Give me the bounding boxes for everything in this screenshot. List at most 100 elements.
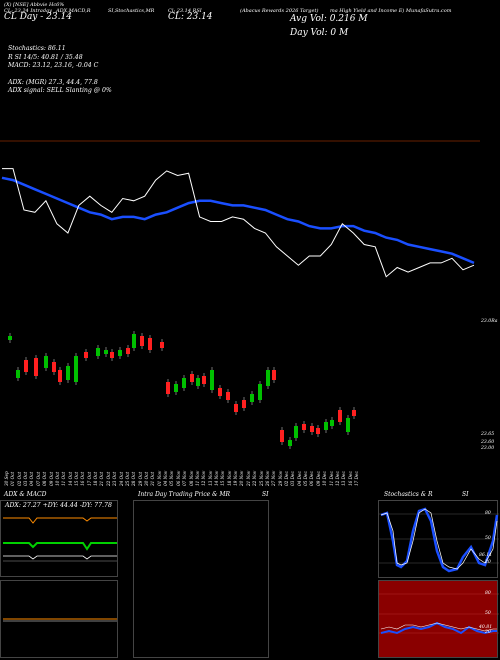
candle-body	[34, 358, 38, 376]
intraday-panel	[133, 500, 269, 658]
adx-green-line	[3, 542, 117, 551]
date-label: 11 Nov	[194, 470, 200, 486]
date-label: 21 Nov	[245, 470, 251, 486]
date-label: 10 Oct	[54, 471, 60, 486]
date-label: 21 Oct	[99, 471, 105, 486]
adx-signal: ADX signal: SELL Slanting @ 0%	[8, 87, 112, 94]
candle-body	[140, 336, 144, 346]
date-label: 06 Dec	[309, 471, 315, 486]
candle-body	[24, 360, 28, 372]
mr-white-line	[380, 622, 497, 632]
date-label: 11 Oct	[61, 471, 67, 486]
date-label: 03 Dec	[290, 471, 296, 486]
date-label: 09 Dec	[315, 471, 321, 486]
stoch-panel-si: SI	[462, 491, 469, 498]
date-label: 30 Sep	[4, 471, 9, 486]
mr-level-20-label: 20	[485, 630, 491, 635]
candle-body	[52, 362, 56, 372]
date-label: 16 Oct	[80, 471, 86, 486]
date-label: 18 Nov	[226, 470, 232, 486]
date-label: 13 Nov	[207, 470, 213, 486]
date-label: 07 Oct	[35, 471, 41, 486]
candle-body	[8, 336, 12, 340]
date-label: 12 Dec	[334, 471, 340, 486]
candle-body	[324, 422, 328, 430]
stoch-level-20-label: 20	[485, 560, 491, 565]
date-label: 28 Oct	[131, 471, 137, 486]
date-label: 04 Nov	[163, 470, 169, 486]
candle-axis-label-3: 23.00	[481, 446, 495, 451]
candle-axis-label-2: 23.60	[481, 440, 495, 445]
candle-body	[118, 350, 122, 356]
date-label: 10 Dec	[322, 471, 328, 486]
day-volume: Day Vol: 0 M	[290, 28, 349, 38]
avg-volume: Avg Vol: 0.216 M	[290, 14, 368, 24]
date-label: 08 Oct	[42, 471, 48, 486]
date-label: 09 Oct	[48, 471, 54, 486]
date-label: 26 Nov	[264, 470, 270, 486]
candle-body	[74, 356, 78, 382]
candle-body	[338, 410, 342, 422]
date-label: 18 Oct	[93, 471, 99, 486]
candle-body	[84, 352, 88, 358]
candle-body	[294, 426, 298, 438]
adx-panel-title: ADX & MACD	[4, 491, 47, 498]
date-label: 17 Dec	[354, 471, 359, 486]
adx-panel: ADX: 27.27 +DY: 44.44 -DY: 77.78	[0, 500, 118, 577]
adx-panel-values: ADX: 27.27 +DY: 44.44 -DY: 77.78	[5, 502, 112, 509]
stochastics-panel: 80 50 20 86.11	[378, 500, 499, 578]
stoch-d-line	[380, 508, 498, 570]
candle-body	[182, 378, 186, 388]
date-label: 12 Nov	[201, 470, 207, 486]
date-label: 14 Oct	[67, 471, 73, 486]
date-label: 29 Oct	[137, 471, 143, 486]
candle-body	[346, 418, 350, 432]
date-label: 06 Nov	[175, 470, 181, 486]
date-label: 27 Nov	[271, 470, 277, 486]
date-label: 31 Oct	[150, 471, 156, 486]
candle-body	[226, 392, 230, 400]
date-label: 23 Oct	[112, 471, 118, 486]
date-label: 25 Oct	[124, 471, 130, 486]
candle-body	[352, 410, 356, 416]
date-label: 19 Nov	[233, 470, 239, 486]
candle-body	[44, 356, 48, 368]
stoch-level-50-label: 50	[485, 536, 491, 541]
date-label: 22 Nov	[252, 470, 258, 486]
date-label: 01 Oct	[10, 471, 16, 486]
date-label: 17 Oct	[86, 471, 92, 486]
candle-body	[330, 420, 334, 426]
candle-body	[242, 400, 246, 408]
header-adx-macd: ADX,MACD,R	[56, 8, 91, 14]
candle-body	[266, 370, 270, 386]
date-label: 02 Dec	[284, 471, 289, 486]
date-label: 29 Nov	[277, 470, 283, 486]
candle-body	[16, 370, 20, 378]
candle-body	[234, 404, 238, 412]
price-series	[2, 168, 475, 278]
price-ma-chart	[0, 140, 480, 278]
date-label: 20 Nov	[239, 470, 245, 486]
date-label: 24 Oct	[118, 471, 124, 486]
date-label: 07 Nov	[182, 470, 188, 486]
price-line	[2, 168, 475, 278]
ma-line	[1, 176, 475, 265]
stoch-value: 86.11	[479, 553, 493, 558]
date-axis: 30 Sep 01 Oct 02 Oct 03 Oct 04 Oct 07 Oct 08 O…	[0, 440, 500, 490]
candle-body	[288, 440, 292, 446]
date-label: 13 Dec	[341, 471, 347, 486]
date-label: 30 Oct	[144, 471, 149, 486]
candle-body	[258, 384, 262, 400]
symbol-line: (X) [NSE] Abbvie Hc6%	[4, 2, 65, 8]
date-label: 04 Oct	[29, 471, 35, 486]
date-label: 05 Nov	[169, 470, 175, 486]
candle-body	[160, 342, 164, 348]
stoch-k-line	[380, 507, 499, 573]
candle-body	[104, 350, 108, 354]
stoch-level-80-label: 80	[485, 511, 491, 516]
date-label: 08 Nov	[188, 470, 194, 486]
candle-body	[210, 370, 214, 390]
candle-body	[218, 388, 222, 396]
date-label: 01 Nov	[156, 470, 162, 486]
candle-body	[250, 394, 254, 402]
